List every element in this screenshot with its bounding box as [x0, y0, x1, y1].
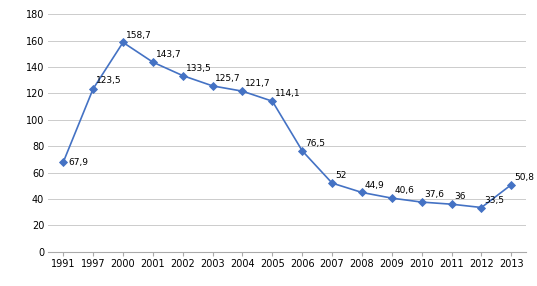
Text: 143,7: 143,7 [156, 50, 182, 59]
Text: 40,6: 40,6 [395, 186, 415, 195]
Text: 76,5: 76,5 [305, 139, 325, 148]
Text: 114,1: 114,1 [275, 90, 301, 98]
Text: 121,7: 121,7 [245, 80, 271, 88]
Text: 52: 52 [335, 171, 346, 180]
Text: 33,5: 33,5 [484, 196, 504, 205]
Text: 133,5: 133,5 [185, 64, 211, 73]
Text: 44,9: 44,9 [365, 181, 384, 190]
Text: 37,6: 37,6 [424, 190, 445, 199]
Text: 158,7: 158,7 [126, 31, 151, 40]
Text: 36: 36 [454, 192, 466, 201]
Text: 67,9: 67,9 [69, 158, 89, 167]
Text: 123,5: 123,5 [96, 76, 121, 85]
Text: 125,7: 125,7 [215, 74, 241, 83]
Text: 50,8: 50,8 [514, 173, 534, 182]
